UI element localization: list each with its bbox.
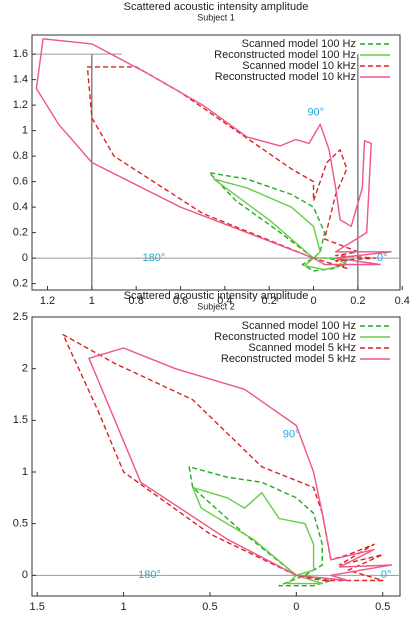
annotation: 0° — [377, 252, 388, 264]
y-tick-label: 1.5 — [13, 414, 28, 426]
x-tick-label: 0.8 — [129, 295, 144, 307]
x-tick-label: 0.4 — [217, 295, 232, 307]
legend-label: Reconstructed model 100 Hz — [214, 331, 356, 343]
x-tick-label: 0.2 — [262, 295, 277, 307]
series-line — [86, 66, 377, 269]
x-tick-label: 1 — [89, 295, 95, 307]
annotation: 90° — [283, 429, 300, 441]
x-tick-label: 0 — [293, 601, 299, 613]
annotation: 90° — [307, 107, 324, 119]
series-line — [213, 178, 348, 271]
x-tick-label: 0.2 — [350, 295, 365, 307]
chart-subtitle: Subject 1 — [197, 12, 235, 22]
y-tick-label: 1 — [22, 125, 28, 137]
legend-label: Scanned model 100 Hz — [242, 38, 356, 50]
chart-title: Scattered acoustic intensity amplitude — [124, 1, 309, 13]
x-tick-label: 0.4 — [395, 295, 410, 307]
plot-frame — [31, 34, 401, 291]
y-tick-label: 1.4 — [13, 74, 28, 86]
x-tick-label: 0 — [310, 295, 316, 307]
y-tick-label: 0 — [22, 252, 28, 264]
x-tick-label: 1 — [121, 601, 127, 613]
y-tick-label: 0 — [22, 569, 28, 581]
y-tick-label: 1.2 — [13, 99, 28, 111]
annotation: 0° — [381, 569, 392, 581]
series-line — [208, 172, 348, 272]
annotation: 180° — [138, 569, 161, 581]
plot-frame — [31, 316, 401, 597]
y-tick-label: 0.5 — [13, 518, 28, 530]
x-tick-label: 0.6 — [173, 295, 188, 307]
legend-label: Scanned model 100 Hz — [242, 320, 356, 332]
x-tick-label: 0.5 — [375, 601, 390, 613]
annotation: 180° — [143, 252, 166, 264]
y-tick-label: 1.6 — [13, 48, 28, 60]
legend-label: Reconstructed model 100 Hz — [214, 49, 356, 61]
y-tick-label: 0.2 — [13, 227, 28, 239]
x-tick-label: 1.5 — [30, 601, 45, 613]
chart-title: Scattered acoustic intensity amplitude — [124, 290, 309, 302]
series-line — [192, 486, 323, 585]
y-tick-label: 0.8 — [13, 150, 28, 162]
series-line — [62, 333, 384, 582]
y-tick-label: 0.4 — [13, 201, 28, 213]
series-line — [35, 38, 392, 266]
chart-subtitle: Subject 2 — [197, 301, 235, 311]
x-tick-label: 1.2 — [40, 295, 55, 307]
y-tick-label: 2.5 — [13, 311, 28, 323]
legend-label: Reconstructed model 5 kHz — [221, 353, 356, 365]
series-line — [88, 347, 393, 582]
y-tick-label: 1 — [22, 466, 28, 478]
series-line — [188, 466, 332, 587]
legend-label: Reconstructed model 10 kHz — [215, 71, 356, 83]
y-tick-label: 2 — [22, 363, 28, 375]
y-tick-label: 0.6 — [13, 176, 28, 188]
y-tick-label: 0.2 — [13, 278, 28, 290]
x-tick-label: 0.5 — [202, 601, 217, 613]
legend-label: Scanned model 10 kHz — [242, 60, 356, 72]
legend-label: Scanned model 5 kHz — [248, 342, 356, 354]
